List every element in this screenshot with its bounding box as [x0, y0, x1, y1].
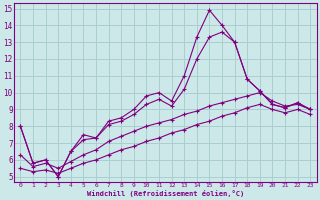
X-axis label: Windchill (Refroidissement éolien,°C): Windchill (Refroidissement éolien,°C) [87, 190, 244, 197]
